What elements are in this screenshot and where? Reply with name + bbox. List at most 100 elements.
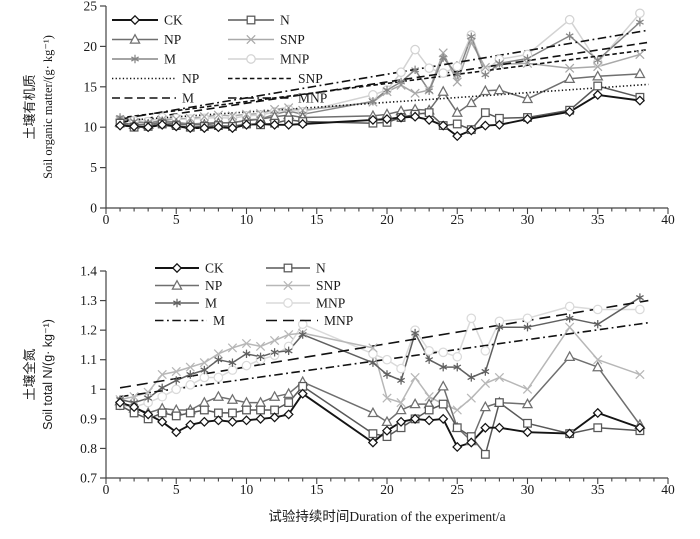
soil-total-n-marker-CK [634, 422, 645, 433]
legend-label: SNP [316, 278, 341, 293]
soil-total-n-marker-M [214, 355, 223, 364]
legend-asterisk-icon [173, 298, 181, 308]
soil-total-n-marker-M [481, 367, 490, 376]
x-axis-title: 试验持续时间Duration of the experiment/a [268, 509, 505, 524]
soil-total-n-marker-M [200, 365, 209, 375]
soil-organic-matter-chart: 0 5 10 15 20 25 0 5 10 15 20 25 30 35 40 土壤有机质 Soil orga… [22, 0, 675, 227]
soil-total-n-marker-NP [268, 390, 281, 401]
soil-total-n-legend-item-MNP-series: MNP [266, 296, 345, 311]
soil-total-n-marker-SNP [129, 392, 139, 402]
soil-total-n-marker-N [593, 423, 603, 433]
y-tick-label: 0.8 [80, 441, 97, 456]
soil-organic-matter-marker-SNP [227, 111, 238, 121]
soil-total-n-legend-item-SNP-series: SNP [266, 278, 341, 293]
soil-total-n-marker-NP [521, 397, 534, 409]
soil-total-n-marker-CK [241, 415, 252, 426]
x-tick-label: 15 [310, 482, 324, 497]
soil-organic-matter-trend-SNP [119, 48, 649, 119]
legend-label: MNP [324, 313, 353, 328]
soil-total-n-marker-MNP [171, 384, 182, 395]
soil-total-n-marker-MNP [157, 391, 168, 402]
soil-organic-matter-marker-SNP [565, 63, 575, 73]
soil-total-n-marker-MNP [213, 372, 224, 383]
soil-organic-matter-marker-SNP [241, 109, 252, 119]
soil-total-n-marker-N [171, 411, 181, 421]
x-tick-label: 20 [380, 212, 394, 227]
soil-organic-matter-marker-CK [269, 119, 280, 130]
soil-total-n-marker-SNP [213, 349, 224, 359]
legend-diamond-icon [129, 14, 141, 26]
soil-organic-matter-marker-M [523, 54, 532, 63]
soil-total-n-marker-CK [367, 437, 379, 448]
x-tick-label: 25 [451, 212, 465, 227]
soil-total-n-axes: 0.7 0.8 0.9 1 1.1 1.2 1.3 1.4 0 5 10 15 20 25 30 35 40 土壤… [22, 264, 675, 497]
soil-total-n-marker-SNP [593, 355, 603, 365]
soil-organic-matter-marker-M [397, 77, 406, 87]
soil-total-n-marker-CK [522, 427, 533, 438]
x-tick-label: 40 [661, 482, 675, 497]
soil-organic-matter-marker-M [453, 70, 462, 79]
soil-total-n-marker-M [144, 393, 153, 403]
y-tick-label: 20 [84, 39, 98, 54]
soil-total-n-marker-N [438, 399, 448, 409]
soil-total-n-marker-N [228, 408, 237, 418]
legend-label: CK [164, 13, 183, 28]
y-tick-label: 25 [84, 0, 98, 14]
soil-total-n-marker-N [199, 405, 209, 415]
soil-organic-matter-marker-NP [563, 72, 576, 83]
soil-total-n-line-N [119, 385, 640, 456]
soil-total-n-marker-MNP [438, 347, 449, 358]
soil-total-n-marker-SNP [480, 378, 490, 389]
soil-total-n-marker-SNP [199, 358, 209, 368]
soil-total-n-marker-M [186, 370, 195, 379]
soil-organic-matter-marker-CK [480, 120, 491, 131]
soil-organic-matter-marker-MNP [410, 44, 420, 55]
soil-organic-matter-marker-NP [592, 70, 604, 81]
soil-total-n-marker-MNP [241, 360, 252, 371]
soil-total-n-line-MNP [119, 305, 640, 408]
legend-label: M [164, 52, 176, 67]
soil-organic-matter-marker-CK [410, 111, 421, 122]
soil-organic-matter-marker-SNP [452, 77, 462, 87]
y-tick-label: 1 [90, 382, 97, 397]
soil-total-n-marker-SNP [635, 369, 645, 380]
y-axis-title-zh: 土壤有机质 [22, 74, 37, 139]
soil-total-n-marker-N [480, 449, 490, 459]
soil-total-n-marker-N [185, 408, 195, 418]
legend-label: SNP [298, 71, 323, 86]
soil-total-n-marker-M [523, 322, 532, 332]
y-tick-label: 10 [84, 120, 98, 135]
soil-total-n-marker-SNP [396, 397, 406, 408]
soil-total-n-marker-MNP [396, 363, 406, 374]
soil-organic-matter-marker-M [565, 31, 574, 41]
soil-organic-matter-marker-MNP [635, 8, 645, 19]
soil-organic-matter-legend-item-NP-trend: NP [112, 71, 199, 86]
soil-total-n-marker-CK [171, 427, 182, 438]
soil-organic-matter-marker-CK [213, 122, 224, 133]
soil-total-n-trend-MNP [119, 299, 649, 389]
soil-organic-matter-line-CK [119, 93, 641, 138]
x-tick-label: 35 [591, 482, 605, 497]
soil-total-n-marker-M [256, 352, 265, 361]
soil-total-n-marker-CK [410, 413, 421, 424]
x-tick-label: 30 [521, 482, 535, 497]
soil-total-n-marker-MNP [480, 346, 491, 356]
soil-organic-matter-marker-CK [564, 106, 575, 117]
soil-total-n-line-NP [119, 356, 641, 442]
soil-organic-matter-legend-item-MNP-series: MNP [228, 52, 309, 67]
soil-total-n-marker-NP [563, 350, 576, 361]
soil-organic-matter-marker-MNP [438, 68, 449, 78]
soil-total-n-marker-CK [480, 422, 491, 433]
soil-organic-matter-axes: 0 5 10 15 20 25 0 5 10 15 20 25 30 35 40 土壤有机质 Soil orga… [22, 0, 675, 227]
soil-organic-matter-marker-CK [367, 114, 379, 126]
legend-diamond-icon [171, 262, 183, 274]
soil-organic-matter-legend-item-SNP-trend: SNP [228, 71, 323, 86]
soil-total-n-marker-SNP [171, 366, 181, 377]
soil-total-n-marker-CK [114, 397, 126, 408]
soil-total-n-marker-SNP [284, 329, 294, 340]
soil-total-n-marker-MNP [635, 304, 645, 315]
y-tick-label: 0.7 [80, 471, 97, 486]
soil-organic-matter-marker-M [467, 32, 476, 41]
soil-organic-matter-legend-item-M-trend: M [112, 91, 194, 106]
